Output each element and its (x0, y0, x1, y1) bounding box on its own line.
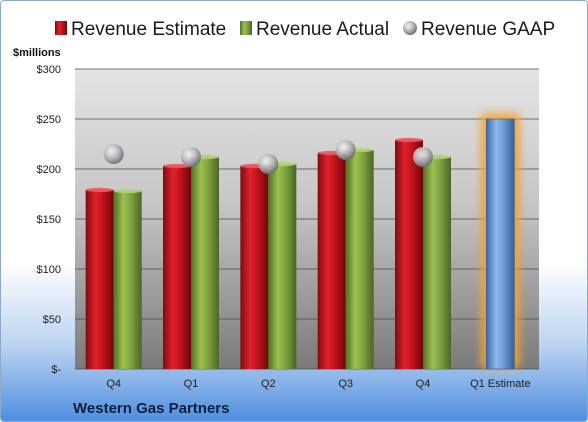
marker-revenue-gaap (335, 140, 356, 160)
x-tick-label: Q3 (338, 378, 353, 390)
bar-revenue-estimate (395, 140, 423, 369)
x-tick-label: Q1 Estimate (470, 378, 531, 390)
bar-revenue-estimate-top (395, 137, 423, 143)
bar-revenue-actual-top (113, 188, 142, 194)
x-tick-label: Q4 (416, 378, 431, 390)
y-tick-label: $100 (37, 264, 61, 276)
legend-label-revenue-gaap: Revenue GAAP (421, 19, 555, 40)
bar-revenue-actual (423, 157, 451, 369)
bar-revenue-estimate (85, 190, 114, 369)
bar-revenue-estimate (163, 166, 191, 369)
legend: Revenue Estimate Revenue Actual Revenue … (55, 19, 555, 40)
y-tick-label: $150 (37, 214, 61, 226)
bar-revenue-estimate-top (85, 187, 114, 193)
bar-revenue-actual (268, 164, 297, 369)
bar-revenue-estimate (317, 153, 346, 369)
bar-revenue-actual (113, 191, 142, 369)
y-tick-label: $300 (37, 64, 61, 76)
bar-revenue-actual (345, 150, 374, 369)
y-tick-label: $200 (37, 164, 61, 176)
legend-swatch-revenue-estimate (55, 21, 67, 35)
chart-marks (85, 113, 521, 370)
y-tick-label: $- (51, 364, 61, 376)
x-axis-ticks: Q4 Q1 Q2 Q3 Q4 Q1 Estimate (106, 378, 530, 390)
marker-revenue-gaap (103, 144, 124, 164)
x-tick-label: Q1 (184, 378, 199, 390)
bar-revenue-estimate (240, 166, 269, 369)
legend-label-revenue-estimate: Revenue Estimate (71, 19, 226, 40)
bar-revenue-actual (191, 157, 219, 369)
bar-revenue-estimate-top (163, 163, 191, 169)
x-tick-label: Q4 (106, 378, 121, 390)
legend-label-revenue-actual: Revenue Actual (256, 19, 389, 40)
y-tick-label: $50 (43, 314, 61, 326)
y-axis-ticks: $- $50 $100 $150 $200 $250 $300 (37, 64, 62, 376)
y-tick-label: $250 (37, 114, 61, 126)
legend-marker-revenue-gaap (403, 21, 417, 35)
marker-revenue-gaap (181, 147, 201, 167)
marker-revenue-gaap (413, 147, 433, 167)
legend-swatch-revenue-actual (240, 21, 252, 35)
gridlines (75, 68, 539, 370)
company-name: Western Gas Partners (73, 400, 229, 417)
x-tick-label: Q2 (261, 378, 276, 390)
y-axis-unit-label: $millions (13, 47, 61, 59)
bar-revenue-estimate-next-quarter (486, 118, 515, 370)
marker-revenue-gaap (258, 154, 279, 174)
